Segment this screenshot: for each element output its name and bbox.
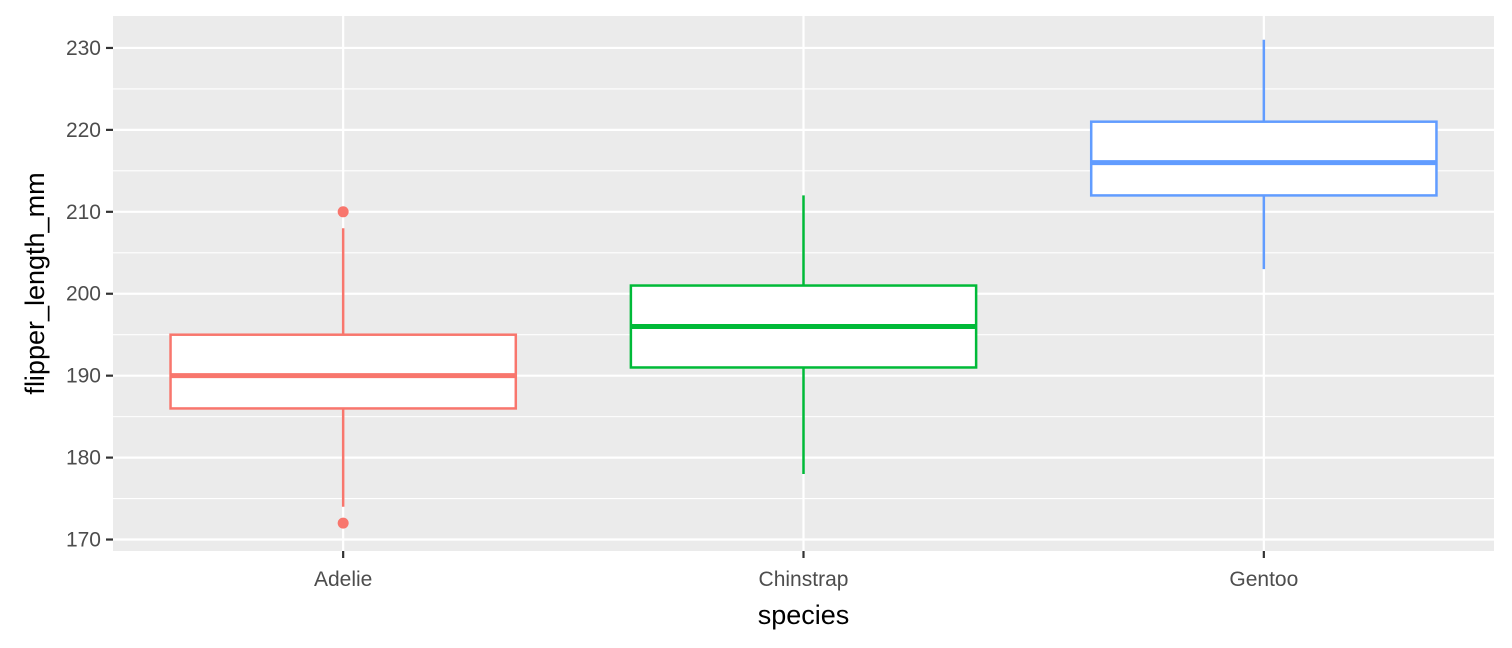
x-tick-label: Gentoo — [1229, 568, 1298, 591]
y-tick-label: 200 — [66, 283, 101, 306]
y-axis: 170 180 190 200 210 220 230 — [66, 37, 113, 552]
boxes — [169, 39, 1438, 529]
box-chinstrap — [629, 195, 978, 474]
x-tick-label: Adelie — [314, 568, 372, 591]
outlier-point — [337, 206, 349, 218]
iqr-box — [169, 333, 518, 410]
y-tick-label: 190 — [66, 365, 101, 388]
outlier-point — [337, 517, 349, 529]
y-tick-label: 170 — [66, 529, 101, 552]
y-tick-label: 220 — [66, 119, 101, 142]
y-axis-title: flipper_length_mm — [20, 172, 50, 394]
x-tick-label: Chinstrap — [759, 568, 849, 591]
x-axis-title: species — [758, 600, 850, 630]
y-tick-label: 180 — [66, 447, 101, 470]
y-tick-label: 210 — [66, 201, 101, 224]
iqr-box — [1089, 120, 1438, 197]
y-tick-label: 230 — [66, 37, 101, 60]
box-adelie — [169, 206, 518, 529]
box-gentoo — [1089, 39, 1438, 270]
x-axis: Adelie Chinstrap Gentoo — [314, 551, 1298, 591]
